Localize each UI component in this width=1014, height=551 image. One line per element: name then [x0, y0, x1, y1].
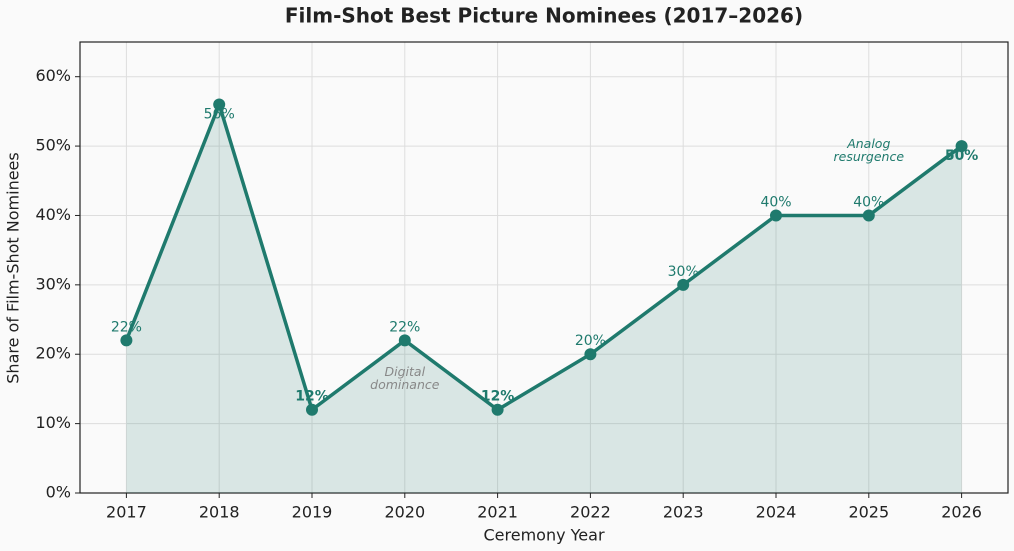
value-label: 22%: [389, 319, 420, 335]
area: [126, 104, 962, 493]
line: [124, 99, 963, 413]
x-tick-label: 2021: [477, 503, 518, 522]
point: [120, 334, 133, 347]
point: [398, 334, 411, 347]
x-tick-label: 2022: [570, 503, 611, 522]
y-tick-label: 10%: [35, 413, 71, 432]
y-tick-label: 30%: [35, 274, 71, 293]
value-label: 12%: [481, 389, 515, 405]
value-label: 30%: [668, 264, 699, 280]
x-tick-label: 2023: [663, 503, 704, 522]
value-label: 40%: [760, 194, 791, 210]
value-label: 40%: [853, 194, 884, 210]
point: [677, 278, 690, 291]
value-label: 22%: [111, 319, 142, 335]
x-tick-label: 2025: [848, 503, 889, 522]
value-label: 20%: [575, 333, 606, 349]
y-axis-label: Share of Film-Shot Nominees: [4, 152, 23, 383]
point: [213, 98, 226, 111]
point: [955, 140, 968, 153]
x-tick-label: 2026: [941, 503, 982, 522]
y-tick-label: 0%: [46, 483, 71, 502]
x-tick-label: 2019: [292, 503, 333, 522]
x-tick-label: 2017: [106, 503, 147, 522]
y-tick-label: 40%: [35, 205, 71, 224]
y-tick-label: 60%: [35, 66, 71, 85]
plot-frame: [79, 41, 1009, 494]
annotation: Digital dominance: [370, 364, 440, 392]
x-tick-label: 2018: [199, 503, 240, 522]
point: [491, 403, 504, 416]
y-tick-label: 50%: [35, 136, 71, 155]
annotation: Analog resurgence: [833, 136, 905, 164]
x-tick-label: 2024: [756, 503, 797, 522]
chart-title: Film-Shot Best Picture Nominees (2017–20…: [285, 4, 803, 28]
y-tick-label: 20%: [35, 344, 71, 363]
value-label: 56%: [204, 106, 235, 122]
point: [306, 403, 318, 416]
point: [770, 209, 782, 222]
value-label: 50%: [945, 148, 979, 164]
point: [584, 348, 597, 361]
x-tick-label: 2020: [384, 503, 425, 522]
x-axis-label: Ceremony Year: [483, 526, 604, 545]
value-label: 12%: [295, 389, 329, 405]
point: [862, 209, 875, 222]
